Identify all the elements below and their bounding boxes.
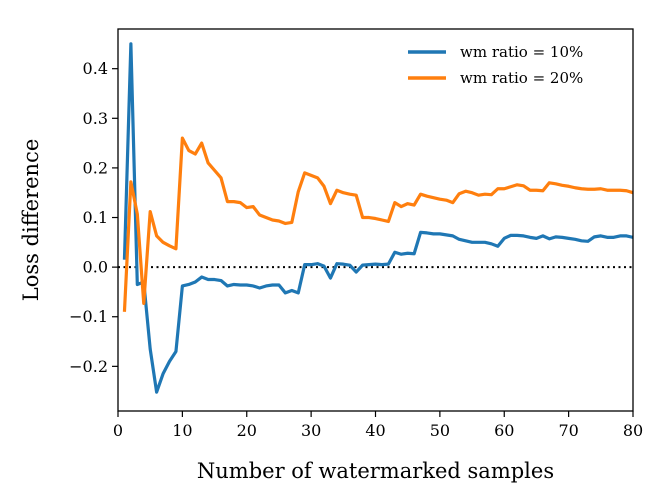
x-tick-label: 50	[430, 421, 450, 440]
y-tick-label: −0.2	[69, 357, 108, 376]
x-tick-label: 40	[365, 421, 385, 440]
x-tick-label: 80	[623, 421, 643, 440]
y-axis-label: Loss difference	[19, 139, 43, 302]
y-tick-label: 0.4	[83, 59, 108, 78]
plot-layer	[118, 42, 633, 394]
x-tick-label: 60	[494, 421, 514, 440]
legend-label-wm-20: wm ratio = 20%	[460, 69, 583, 87]
series-line-wm-20	[122, 136, 633, 312]
x-axis-label: Number of watermarked samples	[197, 459, 554, 483]
series-line-wm-10	[122, 42, 633, 394]
legend-label-wm-10: wm ratio = 10%	[460, 43, 583, 61]
x-tick-label: 0	[113, 421, 123, 440]
ticks-layer: 0 10 20 30 40 50 60 70 80 −0.2 −0.1 0.0 0.1 0.2 0.3 0.4	[69, 59, 643, 440]
x-tick-label: 30	[301, 421, 321, 440]
x-tick-label: 20	[237, 421, 257, 440]
y-tick-label: 0.0	[83, 258, 108, 277]
y-tick-label: −0.1	[69, 307, 108, 326]
x-tick-label: 10	[172, 421, 192, 440]
legend: wm ratio = 10% wm ratio = 20%	[408, 43, 583, 87]
y-tick-label: 0.3	[83, 109, 108, 128]
y-tick-label: 0.2	[83, 158, 108, 177]
x-tick-label: 70	[558, 421, 578, 440]
y-tick-label: 0.1	[83, 208, 108, 227]
